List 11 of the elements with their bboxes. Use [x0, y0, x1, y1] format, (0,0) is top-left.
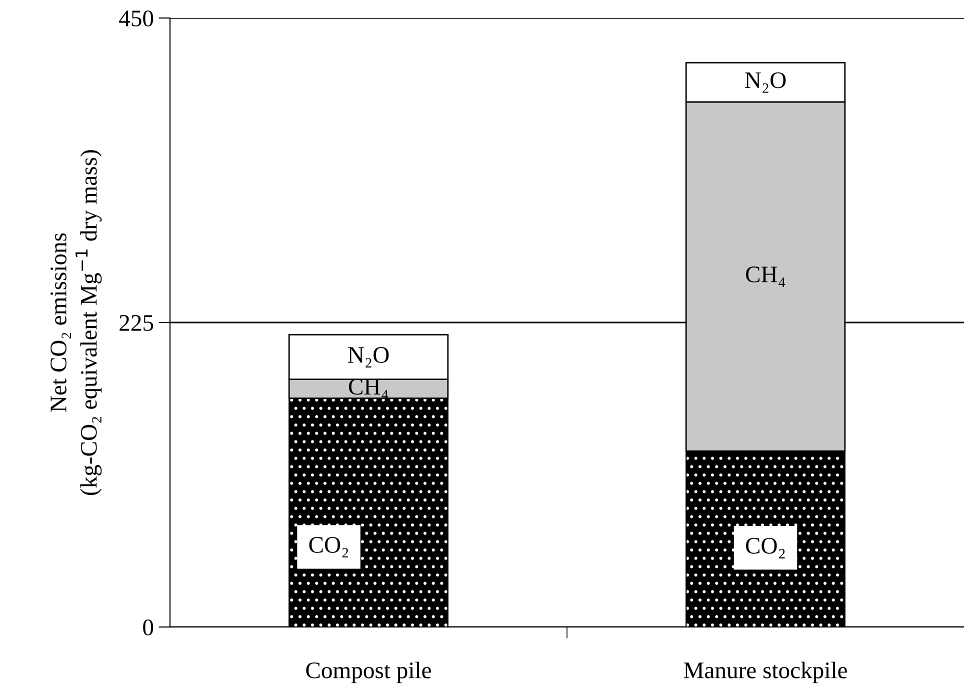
x-tick-label: Compost pile [306, 662, 431, 684]
y-tick-label: 225 [120, 315, 154, 331]
y-tick-label: 0 [143, 619, 154, 636]
y-tick-label: 450 [119, 10, 154, 26]
y-axis-title: Net CO₂ emissions (kg-CO₂ equivalent Mg$^{−1}$ dry mass) [50, 150, 102, 496]
text: N₂O [348, 347, 389, 368]
x-tick-label: Manure stockpile [684, 662, 847, 684]
text: CH₄ [746, 266, 786, 287]
series-label: CO₂ [309, 536, 348, 558]
text: CO₂ [746, 538, 785, 558]
series-label: N₂O [745, 72, 786, 93]
